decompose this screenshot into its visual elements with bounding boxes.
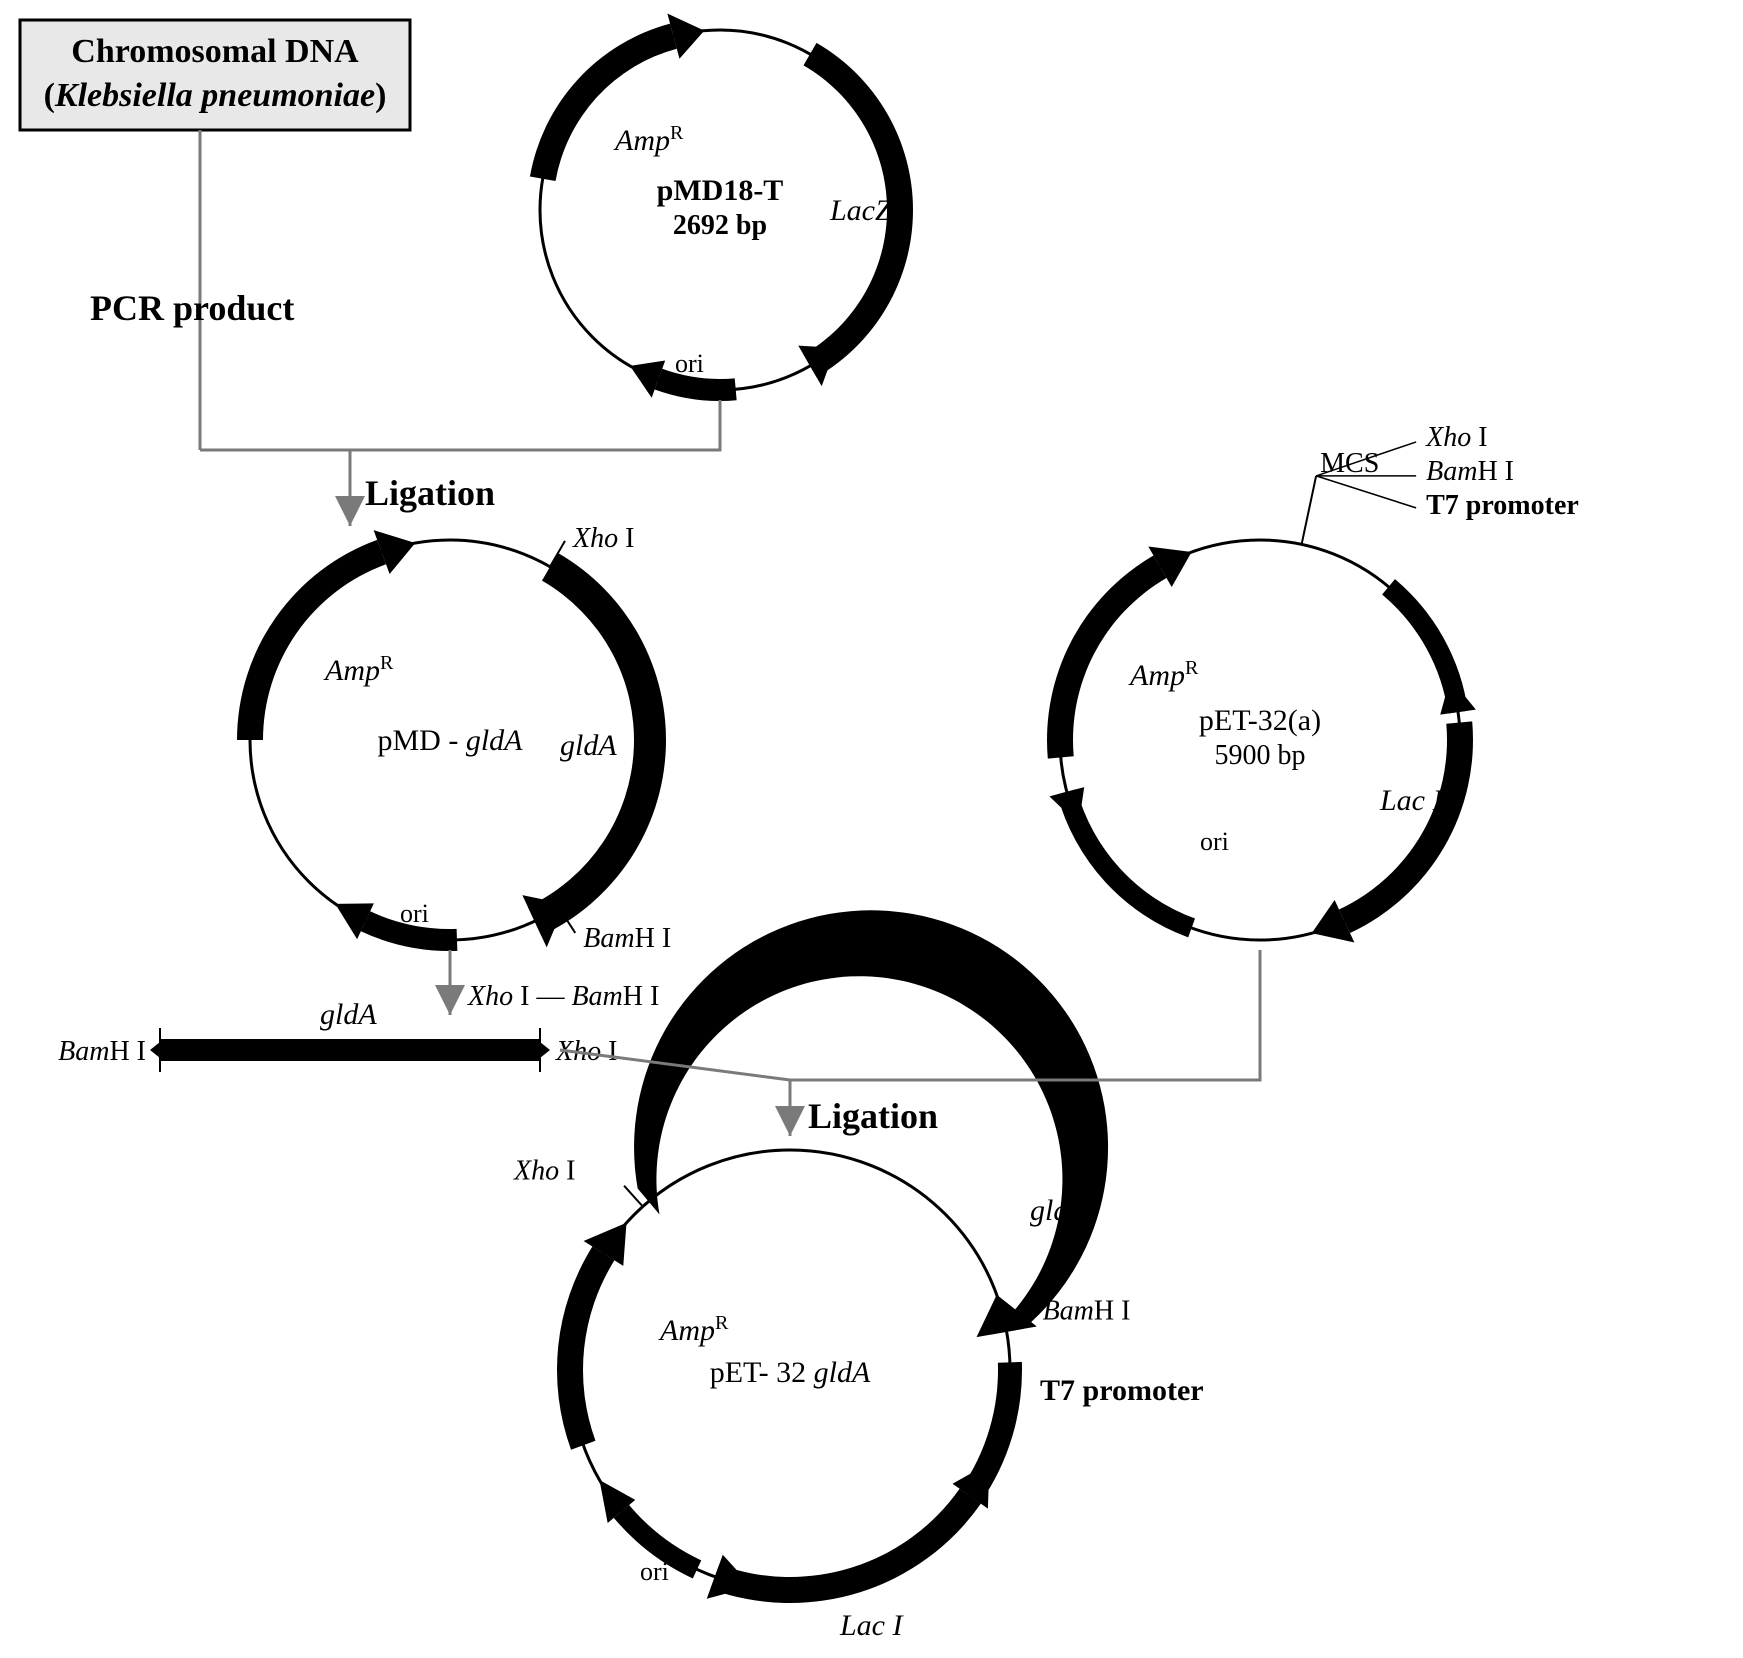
plasmid-pmd18t-name-line0: pMD18-T <box>657 174 784 207</box>
label-ori: ori <box>675 349 704 378</box>
fragment-tip <box>150 1042 160 1058</box>
step-digest: Xho I — BamH I <box>467 981 659 1012</box>
gene-ampR <box>557 1223 627 1450</box>
site-xhoI: Xho I <box>1425 422 1487 453</box>
step-pcr: PCR product <box>90 288 294 328</box>
label-ampR: AmpR <box>613 122 684 157</box>
step-ligation-2: Ligation <box>808 1096 938 1136</box>
plasmid-pet32-gldA <box>557 910 1108 1603</box>
label-lacZ: LacZ <box>829 194 892 227</box>
label-gldA: gldA <box>560 729 617 762</box>
source-dna-title: Chromosomal DNA <box>71 33 359 70</box>
fragment-label: gldA <box>320 998 377 1031</box>
site-xhoI: Xho I <box>513 1156 575 1187</box>
fragment-left-site: BamH I <box>58 1036 146 1067</box>
site-tick <box>1302 476 1317 544</box>
site-bamHI: BamH I <box>1426 456 1514 487</box>
label-ori: ori <box>1200 827 1229 856</box>
plasmid-pet32-gldA-name-line0: pET- 32 gldA <box>710 1356 871 1389</box>
label-ori: ori <box>400 899 429 928</box>
label-t7: T7 promoter <box>1426 490 1579 521</box>
label-ampR: AmpR <box>658 1312 729 1347</box>
source-dna-species: (Klebsiella pneumoniae) <box>44 77 387 114</box>
gene-ori <box>335 903 457 951</box>
gene-t7 <box>953 1362 1022 1509</box>
plasmid-pet32a-name-line1: 5900 bp <box>1215 740 1306 771</box>
gene-lacI <box>1312 721 1473 942</box>
gene-t7 <box>1382 579 1476 715</box>
label-ampR: AmpR <box>1128 657 1199 692</box>
leader <box>1316 476 1416 508</box>
fragment-gldA <box>160 1039 540 1061</box>
fragment-tip <box>540 1042 550 1058</box>
label-mcs: MCS <box>1320 448 1379 479</box>
site-bamHI: BamH I <box>583 923 671 954</box>
plasmid-pet32a-name-line0: pET-32(a) <box>1199 704 1321 737</box>
connector <box>200 400 720 450</box>
site-bamHI: BamH I <box>1043 1296 1131 1327</box>
site-xhoI: Xho I <box>572 523 634 554</box>
gene-ampR <box>1047 547 1192 759</box>
label-ori: ori <box>640 1557 669 1586</box>
step-ligation-1: Ligation <box>365 473 495 513</box>
gene-ampR <box>237 530 415 740</box>
label-gldA: gldA <box>1030 1194 1087 1227</box>
label-lacI: Lac I <box>839 1609 905 1642</box>
label-lacI: Lac I <box>1379 784 1445 817</box>
label-ampR: AmpR <box>323 652 394 687</box>
plasmid-pmd18t-name-line1: 2692 bp <box>673 210 767 241</box>
plasmid-pmd-gldA-name-line0: pMD - gldA <box>377 724 523 757</box>
label-t7: T7 promoter <box>1040 1374 1204 1407</box>
